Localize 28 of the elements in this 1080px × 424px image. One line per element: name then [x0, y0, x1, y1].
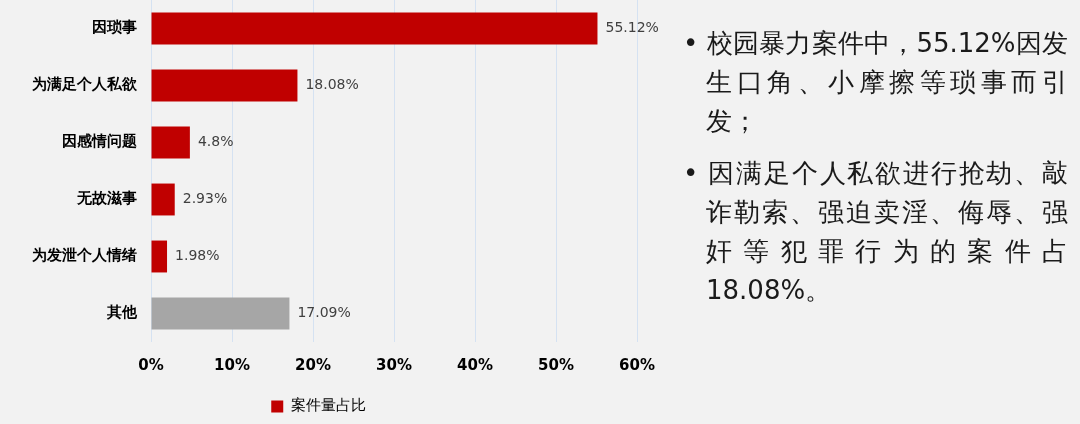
y-tick-label: 因琐事: [92, 18, 137, 37]
text: • 因满足个人私欲进行抢劫、敲诈勒索、强迫卖淫、侮辱、强奸等犯罪行为的案件占18.08%。: [683, 157, 1068, 307]
x-tick-label: 20%: [295, 355, 331, 374]
data-label: 55.12%: [605, 19, 659, 36]
legend-label: 案件量占比: [290, 396, 366, 415]
y-tick-label: 其他: [106, 303, 138, 322]
data-label: 18.08%: [305, 76, 359, 93]
x-tick-label: 10%: [214, 355, 250, 374]
y-tick-label: 为发泄个人情绪: [32, 246, 137, 265]
x-tick-label: 30%: [376, 355, 412, 374]
y-tick-label: 无故滋事: [76, 189, 137, 208]
x-tick-label: 60%: [619, 355, 655, 374]
bar: [151, 69, 298, 102]
bar: [151, 126, 190, 159]
y-tick-label: 为满足个人私欲: [32, 75, 138, 94]
bar: [151, 240, 168, 273]
data-label: 2.93%: [182, 190, 228, 207]
x-tick-label: 40%: [457, 355, 493, 374]
data-label: 17.09%: [297, 304, 351, 321]
bar: [151, 183, 175, 216]
text: • 校园暴力案件中，55.12%因发生口角、小摩擦等琐事而引发；: [683, 27, 1068, 138]
data-label: 4.8%: [197, 133, 234, 150]
bar: [151, 297, 290, 330]
bar: [151, 12, 598, 45]
x-tick-label: 50%: [538, 355, 574, 374]
x-tick-label: 0%: [138, 355, 164, 374]
y-tick-label: 因感情问题: [62, 132, 137, 151]
data-label: 1.98%: [175, 247, 220, 264]
